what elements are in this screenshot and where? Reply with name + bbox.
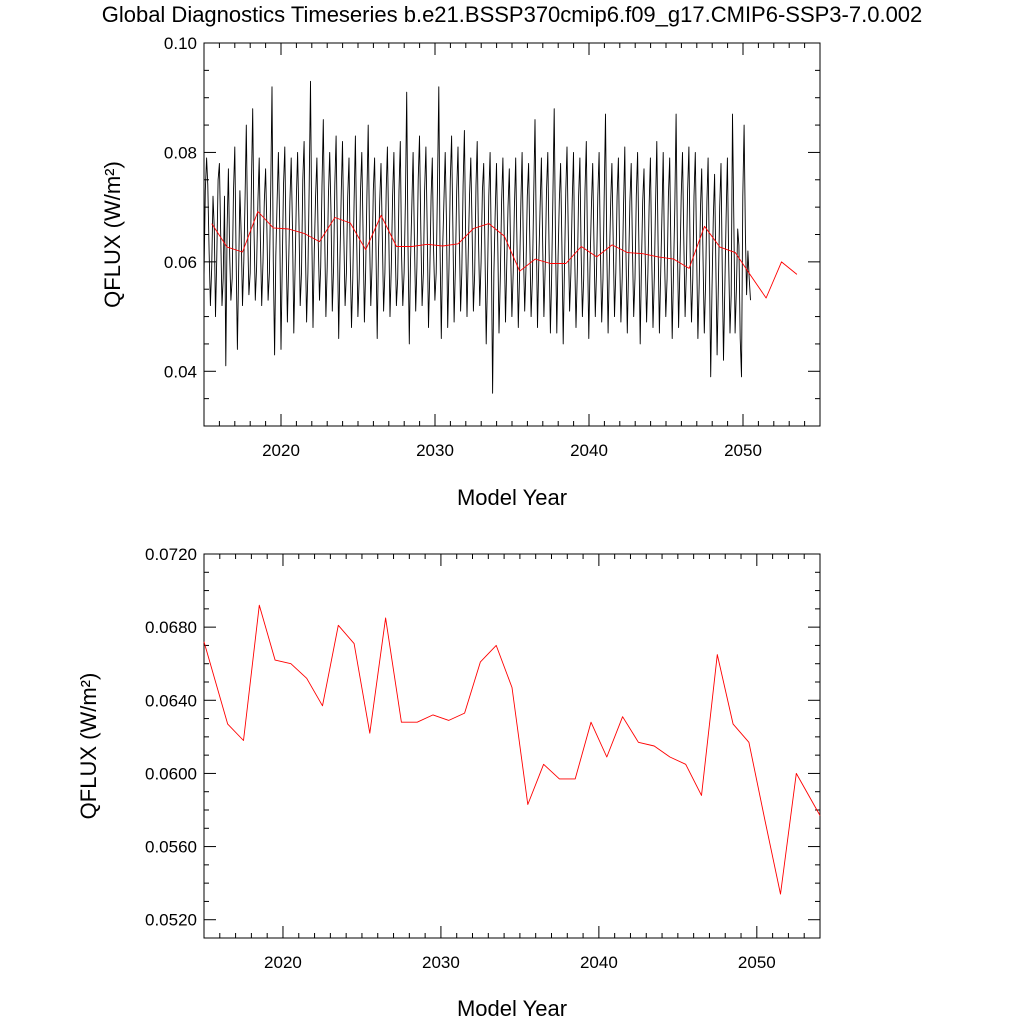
plot-frame xyxy=(203,42,821,427)
y-tick-label: 0.06 xyxy=(164,253,197,272)
page-title: Global Diagnostics Timeseries b.e21.BSSP… xyxy=(101,2,923,27)
y-axis-title: QFLUX (W/m²) xyxy=(76,673,101,820)
y-tick-label: 0.0680 xyxy=(145,618,197,637)
series-line-monthly xyxy=(203,80,751,394)
y-tick-label: 0.0720 xyxy=(145,545,197,564)
y-tick-label: 0.0600 xyxy=(145,764,197,783)
y-tick-label: 0.0560 xyxy=(145,838,197,857)
x-tick-label: 2050 xyxy=(724,441,762,460)
x-axis-title: Model Year xyxy=(457,996,567,1021)
y-tick-label: 0.04 xyxy=(164,362,197,381)
x-tick-label: 2040 xyxy=(570,441,608,460)
x-tick-label: 2020 xyxy=(262,441,300,460)
x-tick-label: 2030 xyxy=(416,441,454,460)
y-axis-title: QFLUX (W/m²) xyxy=(100,161,125,308)
x-tick-label: 2040 xyxy=(580,953,618,972)
chart-bottom-qflux-annual: 0.0520 0.0560 0.0600 0.0640 0.0680 0.0720 2020… xyxy=(76,545,821,1021)
y-tick-label: 0.08 xyxy=(164,143,197,162)
plot-frame xyxy=(203,553,821,939)
y-tick-label: 0.0520 xyxy=(145,911,197,930)
chart-top-qflux-monthly: 0.04 0.06 0.08 0.10 2020 2030 2040 2050 Model Ye… xyxy=(100,34,821,510)
y-tick-label: 0.0640 xyxy=(145,691,197,710)
series-line-annual-mean xyxy=(211,211,798,299)
x-axis-title: Model Year xyxy=(457,485,567,510)
series-line-annual-mean xyxy=(203,604,821,895)
x-tick-label: 2050 xyxy=(738,953,776,972)
x-tick-label: 2020 xyxy=(264,953,302,972)
x-tick-label: 2030 xyxy=(422,953,460,972)
y-tick-label: 0.10 xyxy=(164,34,197,53)
